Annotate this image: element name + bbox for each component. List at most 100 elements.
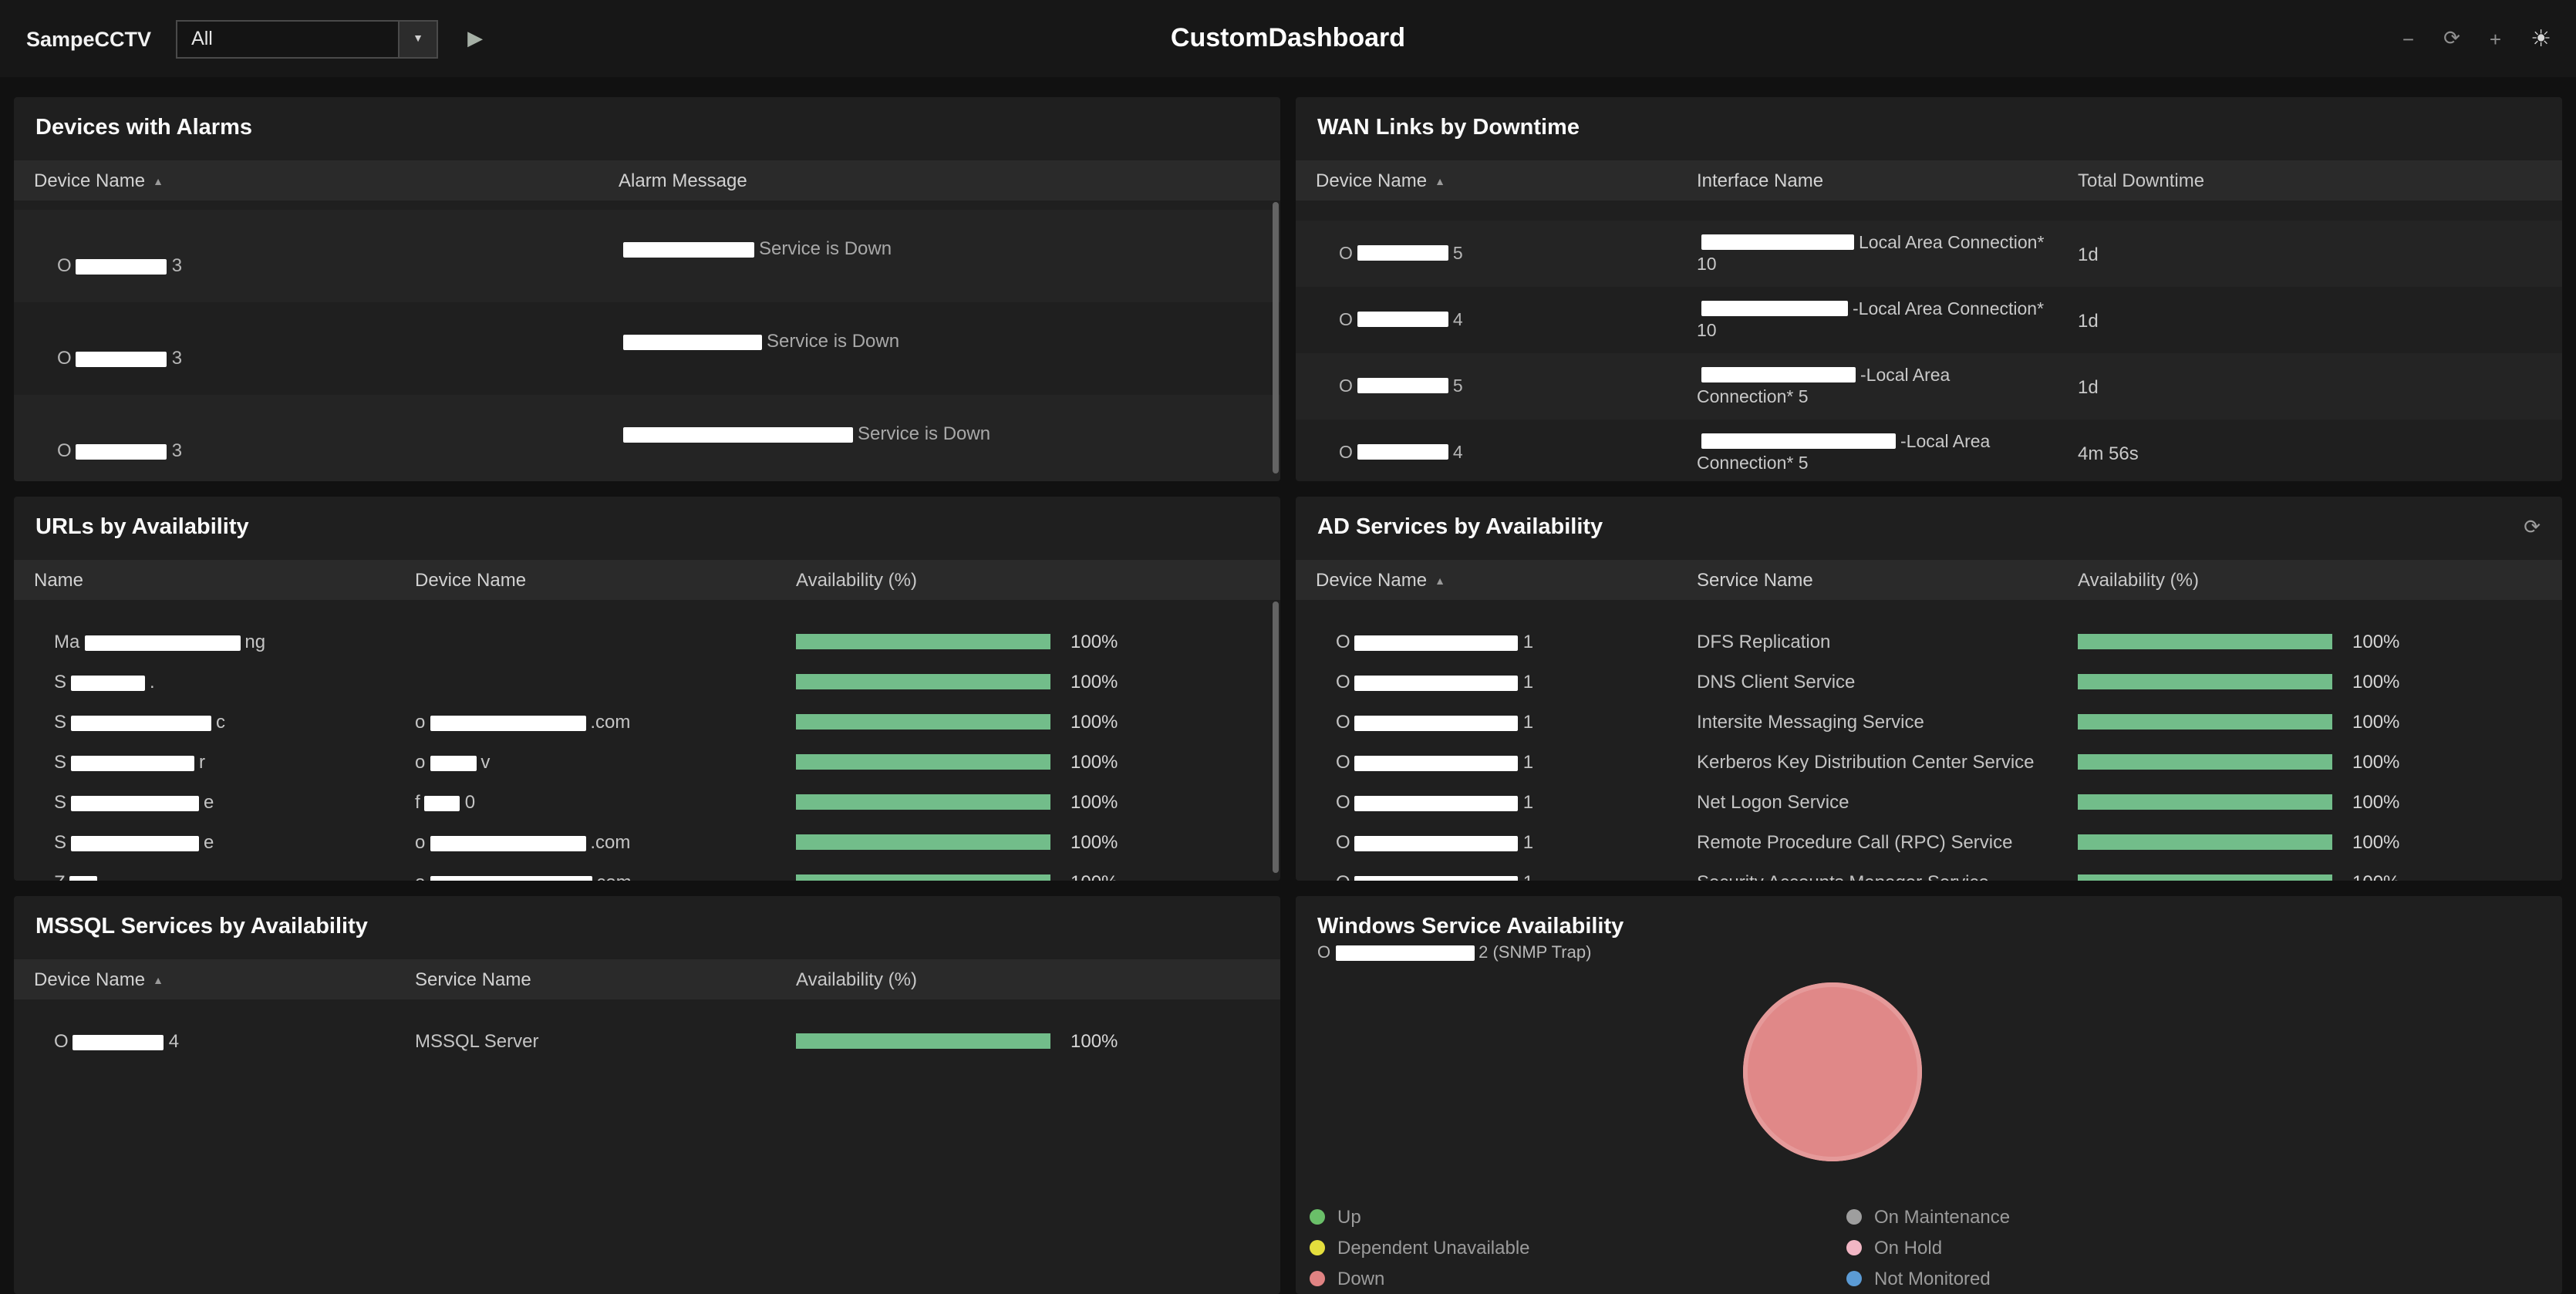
legend-item-not-monitored[interactable]: Not Monitored bbox=[1846, 1268, 1991, 1289]
panel-title: URLs by Availability bbox=[35, 515, 249, 540]
legend-dot bbox=[1310, 1271, 1325, 1286]
service-name-cell: MSSQL Server bbox=[415, 1030, 539, 1052]
column-device-name[interactable]: Device Name ▲ bbox=[34, 170, 164, 191]
service-name-cell: Kerberos Key Distribution Center Service bbox=[1697, 751, 2035, 773]
panel-refresh-icon[interactable]: ⟳ bbox=[2524, 515, 2541, 538]
column-availability[interactable]: Availability (%) bbox=[796, 569, 917, 591]
panel-title: Windows Service Availability bbox=[1317, 915, 1624, 939]
redacted-text bbox=[1357, 444, 1448, 460]
panel-title: AD Services by Availability bbox=[1317, 515, 1603, 540]
panel-title: MSSQL Services by Availability bbox=[35, 915, 368, 939]
interface-name-cell: -Local Area Connection* 10 bbox=[1697, 300, 2045, 340]
availability-bar bbox=[2078, 754, 2332, 770]
redacted-text bbox=[1354, 715, 1519, 731]
column-device-name[interactable]: Device Name ▲ bbox=[34, 969, 164, 990]
redacted-text bbox=[1701, 234, 1854, 251]
table-row[interactable]: Ma ng 100% bbox=[14, 622, 1280, 662]
redacted-text bbox=[1357, 312, 1448, 328]
availability-bar bbox=[796, 754, 1050, 770]
total-downtime-cell: 4m 56s bbox=[2078, 442, 2139, 463]
redacted-text bbox=[1335, 945, 1475, 962]
refresh-icon[interactable]: ⟳ bbox=[2443, 26, 2460, 49]
column-availability[interactable]: Availability (%) bbox=[2078, 569, 2199, 591]
redacted-text bbox=[623, 334, 762, 350]
minimize-icon[interactable]: − bbox=[2402, 27, 2415, 50]
legend-item-on-hold[interactable]: On Hold bbox=[1846, 1237, 1942, 1259]
table-row[interactable]: Z ocom 100% bbox=[14, 862, 1280, 881]
theme-toggle-icon[interactable]: ☀ bbox=[2530, 26, 2551, 52]
column-interface-name[interactable]: Interface Name bbox=[1697, 170, 1824, 191]
column-device-name[interactable]: Device Name ▲ bbox=[1316, 170, 1445, 191]
availability-pie-chart[interactable] bbox=[1743, 982, 1922, 1161]
legend-item-dependent-unavailable[interactable]: Dependent Unavailable bbox=[1310, 1237, 1530, 1259]
topbar-actions: − ⟳ + ☀ bbox=[2402, 0, 2551, 77]
total-downtime-cell: 1d bbox=[2078, 243, 2099, 265]
total-downtime-cell: 1d bbox=[2078, 376, 2099, 397]
view-filter-select[interactable]: All ▼ bbox=[176, 19, 439, 58]
legend-dot bbox=[1310, 1209, 1325, 1225]
scrollbar[interactable] bbox=[1273, 602, 1279, 873]
availability-cell: 100% bbox=[796, 1030, 1280, 1052]
availability-cell: 100% bbox=[2078, 871, 2562, 881]
redacted-text bbox=[1701, 433, 1896, 450]
service-name-cell: Intersite Messaging Service bbox=[1697, 711, 1924, 733]
sort-asc-icon: ▲ bbox=[1435, 177, 1445, 188]
redacted-text bbox=[430, 755, 477, 771]
availability-cell: 100% bbox=[796, 831, 1280, 853]
availability-bar bbox=[796, 714, 1050, 730]
play-slideshow-icon[interactable]: ▶ bbox=[467, 26, 484, 49]
chevron-down-icon[interactable]: ▼ bbox=[398, 21, 437, 56]
column-total-downtime[interactable]: Total Downtime bbox=[2078, 170, 2205, 191]
table-header: Device Name ▲ Service Name Availability (… bbox=[1296, 560, 2562, 600]
add-widget-icon[interactable]: + bbox=[2489, 27, 2502, 50]
panel-title: Devices with Alarms bbox=[35, 116, 252, 140]
availability-cell: 100% bbox=[796, 871, 1280, 881]
redacted-text bbox=[71, 755, 195, 771]
column-availability[interactable]: Availability (%) bbox=[796, 969, 917, 990]
table-row[interactable]: O1 Security Accounts Manager Service 100… bbox=[1296, 862, 2562, 881]
legend-item-down[interactable]: Down bbox=[1310, 1268, 1384, 1289]
service-name-cell: Net Logon Service bbox=[1697, 791, 1849, 813]
column-device-name[interactable]: Device Name ▲ bbox=[1316, 569, 1445, 591]
legend-dot bbox=[1846, 1271, 1862, 1286]
panel-devices-with-alarms: Devices with Alarms Device Name ▲ Alarm M… bbox=[14, 97, 1280, 481]
column-alarm-message[interactable]: Alarm Message bbox=[619, 170, 747, 191]
table-row[interactable]: S. 100% bbox=[14, 662, 1280, 702]
legend-item-up[interactable]: Up bbox=[1310, 1206, 1361, 1228]
redacted-text bbox=[76, 351, 167, 367]
availability-bar bbox=[2078, 714, 2332, 730]
column-service-name[interactable]: Service Name bbox=[415, 969, 531, 990]
scrollbar[interactable] bbox=[1273, 202, 1279, 473]
column-device-name[interactable]: Device Name bbox=[415, 569, 527, 591]
column-name[interactable]: Name bbox=[34, 569, 84, 591]
legend-item-on-maintenance[interactable]: On Maintenance bbox=[1846, 1206, 2010, 1228]
column-service-name[interactable]: Service Name bbox=[1697, 569, 1813, 591]
